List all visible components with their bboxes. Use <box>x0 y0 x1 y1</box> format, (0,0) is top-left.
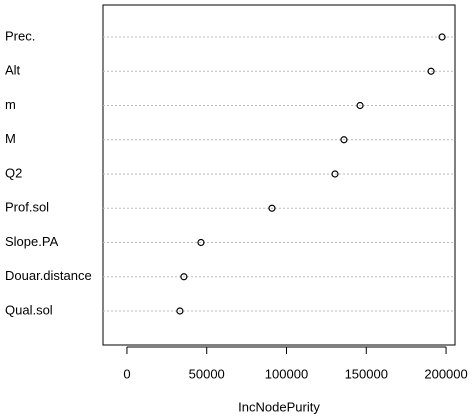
dot <box>176 307 184 315</box>
y-tick-label: Slope.PA <box>5 234 59 249</box>
plot-frame <box>102 4 456 346</box>
x-tick-label: 100000 <box>265 366 308 381</box>
y-tick-label: Q2 <box>5 165 22 180</box>
y-tick-label: Alt <box>5 63 21 78</box>
dot <box>438 33 446 41</box>
y-tick-label: Prec. <box>5 28 35 43</box>
y-tick-label: Qual.sol <box>5 302 53 317</box>
dot <box>427 67 435 75</box>
x-tick-label: 150000 <box>345 366 388 381</box>
x-tick-label: 200000 <box>424 366 467 381</box>
dot <box>180 273 188 281</box>
y-tick-label: Prof.sol <box>5 200 49 215</box>
x-axis-label: IncNodePurity <box>238 399 320 414</box>
y-tick-label: m <box>5 97 16 112</box>
dot <box>340 136 348 144</box>
y-tick-label: M <box>5 131 16 146</box>
dot <box>197 238 205 247</box>
x-tick-label: 0 <box>123 366 130 381</box>
y-tick-label: Douar.distance <box>5 268 92 283</box>
dot <box>268 204 276 212</box>
dot <box>331 170 339 178</box>
x-tick-label: 50000 <box>189 366 225 381</box>
dot <box>356 101 364 110</box>
